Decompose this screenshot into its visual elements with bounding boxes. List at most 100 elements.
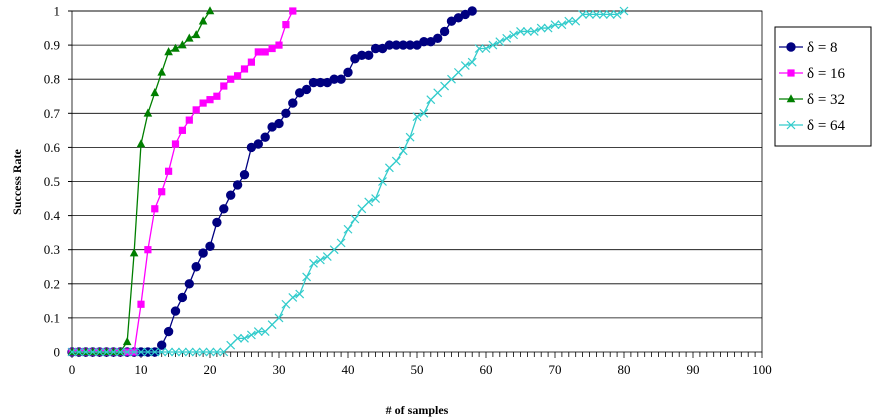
marker-stroke [253,327,263,336]
data-point [165,167,173,175]
marker-stroke [322,252,332,261]
x-tick-label: 70 [549,362,562,377]
data-point [550,20,560,30]
marker-stroke [591,9,601,19]
data-point [219,347,229,357]
marker-stroke [74,347,84,357]
data-point [412,112,422,122]
data-point [232,180,243,190]
y-tick-label: 1 [54,4,61,19]
marker-stroke [460,61,470,70]
marker-stroke [509,30,519,40]
legend-label: δ = 8 [807,40,838,56]
data-point [178,126,186,134]
y-tick-label: 0.5 [44,174,60,189]
data-point [557,20,567,30]
x-tick-label: 90 [687,362,700,377]
marker-stroke [95,347,105,357]
marker-stroke [481,44,491,53]
x-tick-label: 40 [342,362,355,377]
data-point [398,146,408,156]
marker-stroke [129,347,139,357]
data-point [108,347,118,357]
marker-stroke [108,347,118,357]
marker-stroke [543,23,553,33]
data-point [495,37,505,47]
marker-stroke [564,16,574,26]
data-point [185,33,194,42]
y-axis-title: Success Rate [10,149,24,215]
data-point [184,347,194,357]
data-point [329,245,339,255]
y-tick-label: 0 [54,345,61,360]
data-point [157,340,167,350]
data-point [227,75,235,83]
marker-stroke [522,27,532,36]
marker-stroke [184,347,194,357]
y-tick-label: 0.7 [44,106,61,121]
y-tick-label: 0.4 [44,208,61,223]
data-point [171,140,180,148]
marker-stroke [309,258,318,268]
marker-stroke [371,194,381,203]
data-point [522,27,532,36]
marker-stroke [177,347,187,357]
data-point [220,82,228,90]
data-point [578,9,588,19]
data-point [240,333,249,343]
y-tick-label: 0.9 [44,38,60,53]
data-point [447,74,456,84]
data-point [467,6,477,16]
data-point [364,197,374,207]
data-point [315,255,325,265]
data-point [192,106,200,114]
legend-label: δ = 32 [807,92,845,108]
data-point [205,347,215,357]
marker-stroke [467,57,477,67]
data-point [516,27,525,36]
marker-stroke [150,347,160,357]
marker-stroke [136,347,146,357]
data-point [426,95,436,105]
data-point [364,50,374,61]
data-point [177,347,187,357]
data-point [226,190,236,200]
marker-stroke [419,108,429,118]
marker-stroke [447,74,456,84]
data-point [605,9,615,19]
data-point [150,88,160,97]
data-point [143,108,153,117]
marker-stroke [212,347,222,357]
data-point [178,40,187,49]
data-point [136,347,146,357]
legend-item: δ = 16 [779,66,846,82]
data-point [212,347,222,357]
data-point [336,74,346,84]
data-point [157,347,167,357]
data-point [488,40,498,50]
marker-stroke [786,120,796,130]
marker-stroke [536,23,546,33]
marker-stroke [433,88,443,98]
marker-stroke [171,347,180,357]
marker-stroke [219,347,229,357]
data-point [144,246,152,254]
data-point [405,132,415,142]
data-point [474,44,484,53]
data-point [288,293,298,302]
data-point [357,204,367,214]
marker-stroke [157,347,167,357]
marker-stroke [398,146,408,156]
legend-swatch-marker [787,69,795,77]
y-axis: 0 0.1 0.2 0.3 0.4 0.5 0.6 0.7 0.8 0.9 1 [44,4,72,360]
marker-stroke [550,20,560,30]
legend-swatch-marker [786,120,796,130]
data-point [191,30,201,39]
data-point [268,44,276,53]
marker-stroke [115,347,125,357]
data-point [274,118,284,129]
data-point [240,65,249,73]
marker-stroke [336,238,346,248]
data-point [170,306,181,316]
